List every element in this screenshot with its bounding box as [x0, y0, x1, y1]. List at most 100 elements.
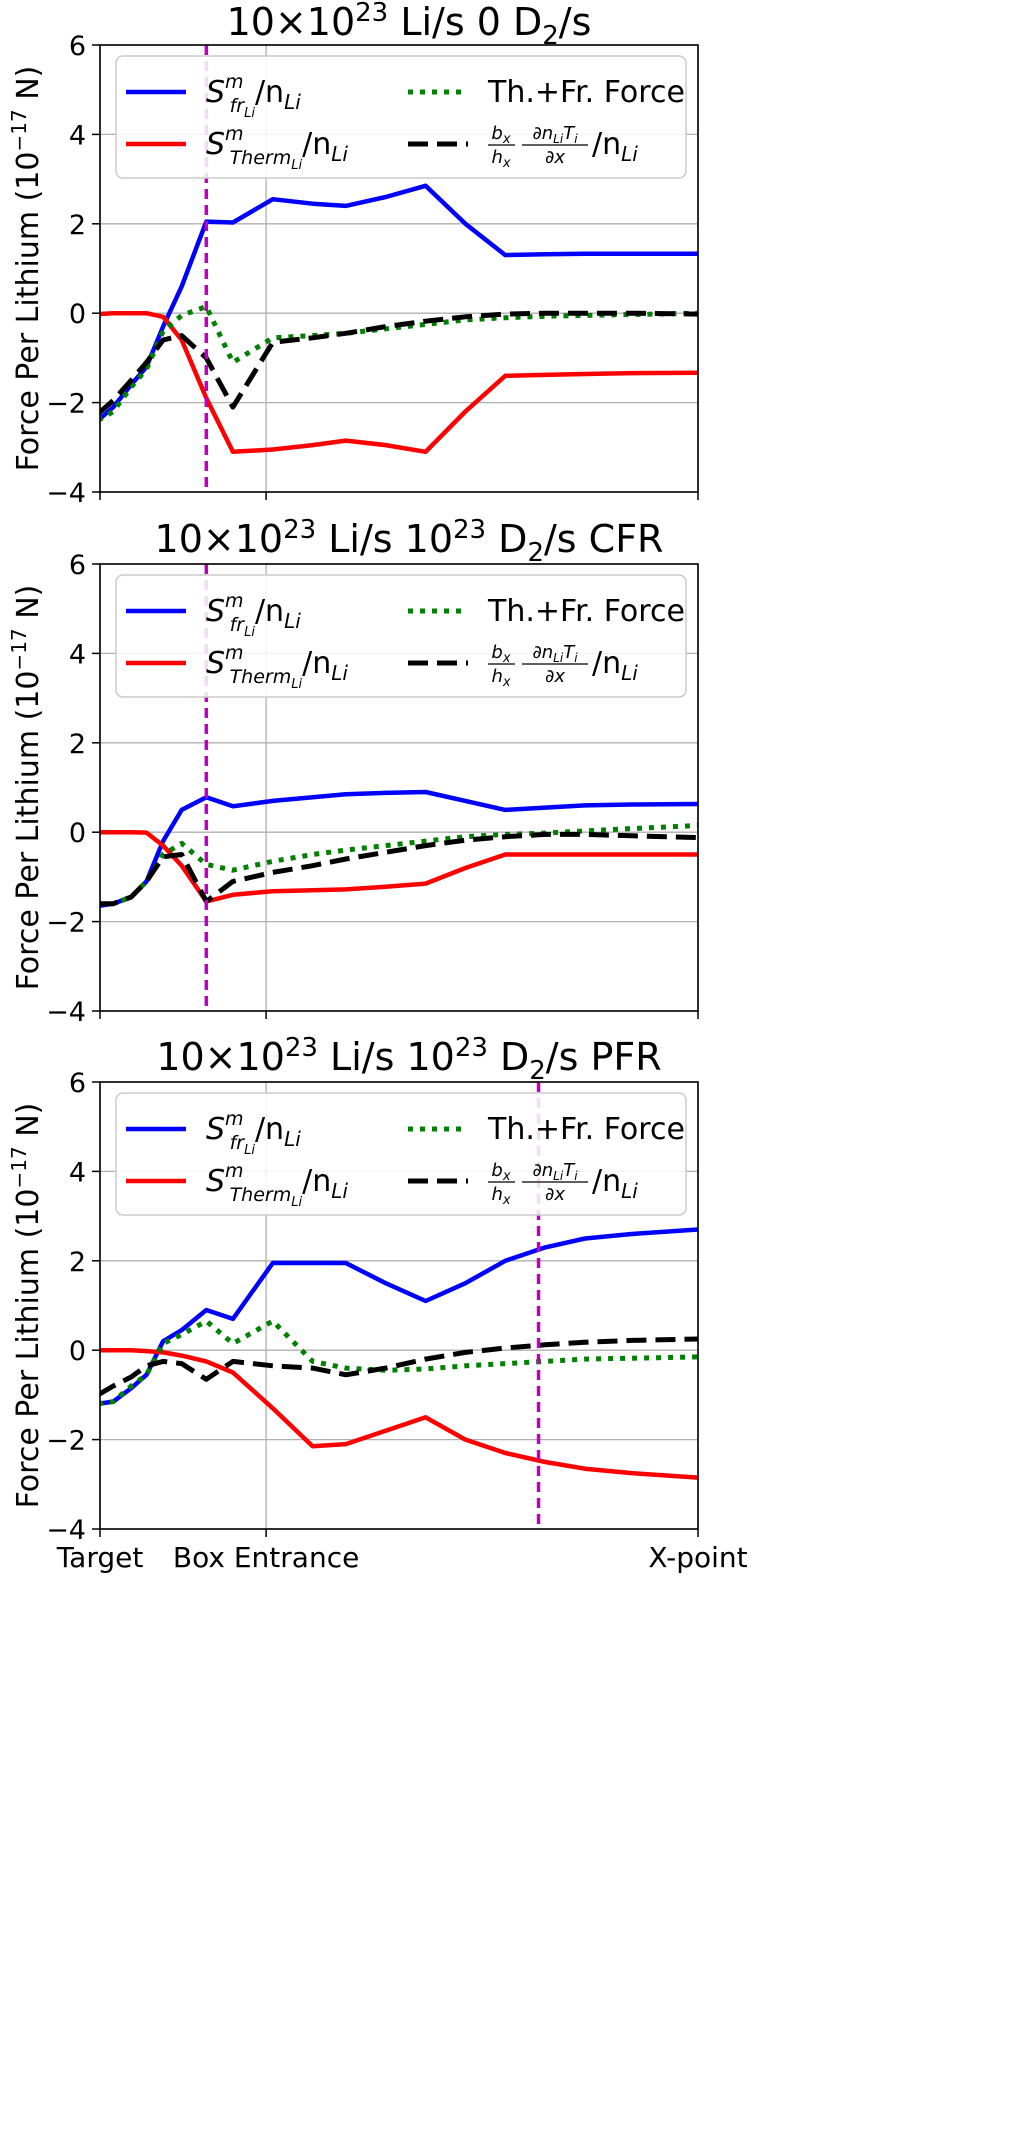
gradient-den-h: hx	[491, 1184, 510, 1208]
text-part: 23	[453, 515, 486, 545]
text-part: m	[225, 1108, 244, 1130]
gradient-tail: /nLi	[592, 646, 638, 685]
text-part: Li	[553, 1169, 564, 1183]
text-part: m	[225, 71, 244, 93]
y-tick-label: 2	[69, 210, 86, 241]
y-axis-label: Force Per Lithium (10−17 N)	[7, 66, 46, 472]
text-part: 10×10	[227, 0, 356, 44]
y-tick-label: −2	[46, 908, 86, 939]
x-tick-label: Box Entrance	[173, 1541, 359, 1574]
y-tick-label: 4	[69, 639, 86, 670]
text-part: m	[225, 642, 244, 664]
text-part: Li/s 0 D	[388, 0, 542, 44]
text-part: fr	[230, 95, 246, 117]
legend-label-friction: Sm frLi/nLi	[206, 71, 301, 121]
text-part: 10	[11, 152, 46, 190]
series-friction-line	[100, 1227, 698, 1406]
text-part: Li	[331, 1179, 348, 1203]
text-part: Li	[291, 677, 302, 692]
text-part: m	[225, 1160, 244, 1182]
text-part: Li	[331, 142, 348, 166]
legend-frame	[115, 55, 687, 179]
series-gradient-line	[100, 310, 698, 416]
text-part: N)	[11, 1103, 46, 1147]
panel-title: 10×1023 Li/s 0 D2/s	[227, 0, 592, 51]
gradient-den-h: hx	[491, 666, 510, 690]
text-part: 23	[355, 0, 388, 28]
text-part: Li	[284, 609, 301, 633]
text-part: −17	[7, 109, 31, 151]
text-part: Li	[621, 1179, 638, 1203]
text-part: /n	[302, 646, 331, 681]
text-part: b	[491, 123, 502, 144]
text-part: Li	[244, 1143, 255, 1158]
series-thermal-line	[100, 310, 698, 455]
text-part: x	[502, 156, 511, 171]
text-part: b	[491, 1160, 502, 1181]
gradient-tail: /nLi	[592, 127, 638, 166]
text-part: Force Per Lithium (	[11, 190, 46, 472]
legend-label-thermal: Sm ThermLi/nLi	[206, 1160, 348, 1210]
gradient-num-deriv: ∂nLiTi	[532, 123, 578, 146]
text-part: Li/s 10	[318, 1035, 455, 1079]
y-tick-label: −4	[46, 997, 86, 1028]
legend-label-total: Th.+Fr. Force	[487, 75, 685, 110]
gradient-den-deriv: ∂x	[545, 1184, 565, 1205]
text-part: b	[491, 642, 502, 663]
y-tick-label: −4	[46, 478, 86, 509]
gradient-num-deriv: ∂nLiTi	[532, 1160, 578, 1183]
text-part: fr	[230, 1132, 246, 1154]
text-part: x	[502, 675, 511, 690]
text-part: −17	[7, 628, 31, 670]
y-tick-label: 6	[69, 31, 86, 62]
text-part: Force Per Lithium (	[11, 709, 46, 991]
text-part: 2	[527, 538, 544, 568]
series-total-line	[100, 1318, 698, 1407]
text-part: ∂x	[545, 1184, 565, 1205]
text-part: N)	[11, 585, 46, 629]
text-part: ∂x	[545, 666, 565, 687]
text-part: i	[574, 651, 578, 665]
legend-frame	[115, 574, 687, 698]
text-part: /n	[592, 1164, 621, 1199]
text-part: Th.+Fr. Force	[487, 1112, 685, 1147]
legend-label-total: Th.+Fr. Force	[487, 594, 685, 629]
legend-label-thermal: Sm ThermLi/nLi	[206, 123, 348, 173]
text-part: Li/s 10	[316, 517, 453, 561]
text-part: N)	[11, 66, 46, 110]
text-part: 10	[11, 1189, 46, 1227]
text-part: Therm	[230, 147, 292, 169]
y-tick-label: −2	[46, 1426, 86, 1457]
gradient-num-b: bx	[491, 123, 510, 147]
text-part: T	[563, 1160, 576, 1181]
text-part: /s CFR	[544, 517, 663, 561]
text-part: S	[206, 1164, 225, 1199]
gradient-num-b: bx	[491, 642, 510, 666]
series-gradient-line	[100, 1336, 698, 1397]
text-part: T	[563, 642, 576, 663]
text-part: 2	[542, 21, 559, 51]
text-part: 10	[11, 671, 46, 709]
text-part: S	[206, 1112, 225, 1147]
text-part: Therm	[230, 666, 292, 688]
series-friction-line	[100, 183, 698, 422]
data-layer	[100, 1082, 698, 1529]
legend-label-friction: Sm frLi/nLi	[206, 590, 301, 640]
panel-title: 10×1023 Li/s 1023 D2/s CFR	[155, 515, 664, 568]
panel-title: 10×1023 Li/s 1023 D2/s PFR	[156, 1033, 661, 1086]
axes-frame	[99, 563, 699, 1012]
text-part: fr	[230, 614, 246, 636]
text-part: h	[491, 666, 502, 687]
text-part: 23	[455, 1033, 488, 1063]
legend-label-friction: Sm frLi/nLi	[206, 1108, 301, 1158]
legend-label-total: Th.+Fr. Force	[487, 1112, 685, 1147]
text-part: Li	[621, 661, 638, 685]
text-part: Th.+Fr. Force	[487, 75, 685, 110]
text-part: S	[206, 75, 225, 110]
y-tick-label: 0	[69, 1336, 86, 1367]
